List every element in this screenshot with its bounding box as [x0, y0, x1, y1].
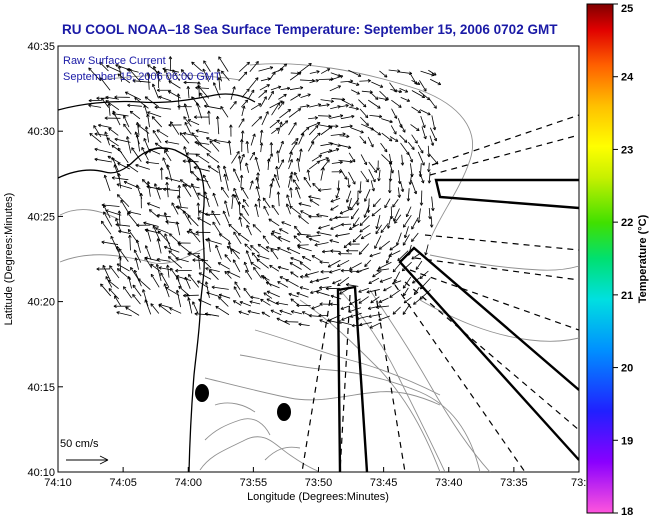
x-tick-label: 74:00 — [174, 477, 202, 489]
x-tick-label: 73:40 — [435, 477, 463, 489]
colorbar-tick-label: 22 — [621, 217, 633, 229]
coastline — [58, 93, 256, 472]
x-tick-label: 73:50 — [305, 477, 333, 489]
y-tick-label: 40:25 — [27, 211, 55, 223]
bathymetry-contours — [59, 63, 579, 472]
y-axis-label: Latitude (Degrees:Minutes) — [3, 193, 15, 326]
colorbar-tick-label: 19 — [621, 435, 633, 447]
colorbar — [586, 3, 614, 514]
colorbar-label: Temperature (°C) — [637, 214, 649, 303]
x-tick-label: 73:35 — [500, 477, 528, 489]
overlay-line-1: Raw Surface Current — [63, 55, 166, 67]
transect-boundaries — [336, 178, 579, 472]
colorbar-tick-label: 24 — [621, 72, 634, 84]
y-tick-label: 40:10 — [27, 467, 55, 479]
buoy-marker-2 — [277, 403, 291, 421]
y-axis-ticks: 40:35 40:30 40:25 40:20 40:15 40:10 — [27, 41, 63, 479]
surface-current-vectors — [88, 56, 442, 329]
y-tick-label: 40:15 — [27, 382, 55, 394]
x-tick-label: 73:55 — [240, 477, 268, 489]
x-axis-ticks: 74:10 74:05 74:00 73:55 73:50 73:45 73:40 73:35… — [44, 467, 592, 489]
x-axis-label: Longitude (Degrees:Minutes) — [247, 491, 389, 503]
x-tick-label: 73:45 — [370, 477, 398, 489]
buoy-marker-1 — [195, 384, 209, 402]
scale-arrow — [66, 455, 109, 465]
colorbar-tick-label: 18 — [621, 506, 633, 518]
colorbar-tick-label: 25 — [621, 3, 633, 15]
overlay-line-2: September 15, 2006 06:00 GMT — [63, 71, 221, 83]
scale-arrow-label: 50 cm/s — [60, 438, 99, 450]
colorbar-tick-label: 23 — [621, 144, 633, 156]
y-tick-label: 40:20 — [27, 297, 55, 309]
y-tick-label: 40:30 — [27, 126, 55, 138]
colorbar-tick-label: 21 — [621, 290, 633, 302]
x-tick-label: 74:10 — [44, 477, 72, 489]
map-title: RU COOL NOAA–18 Sea Surface Temperature:… — [62, 22, 558, 37]
colorbar-ticks: 25 24 23 22 21 20 19 18 — [613, 3, 634, 518]
radar-beam-lines — [301, 114, 579, 472]
y-tick-label: 40:35 — [27, 41, 55, 53]
x-tick-label: 74:05 — [109, 477, 137, 489]
colorbar-tick-label: 20 — [621, 363, 633, 375]
